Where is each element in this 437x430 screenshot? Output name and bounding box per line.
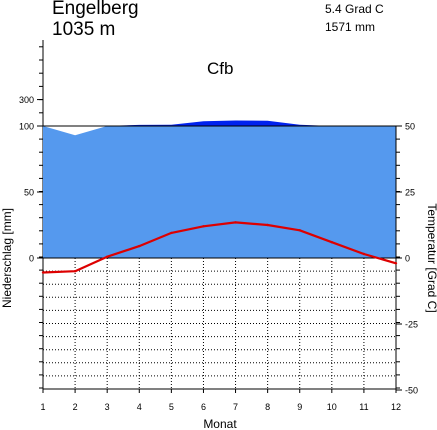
station-name: Engelberg [52,0,139,19]
temperature-line [42,221,397,274]
left-tick-label: 0 [29,254,34,264]
left-tick-label: 300 [19,95,34,105]
temperature-point [170,231,173,235]
precipitation-humid-area [43,126,396,258]
precipitation-layer [43,120,396,258]
left-tick-label: 50 [24,188,34,198]
right-tick-label: 0 [405,254,410,264]
precipitation-perhumid-area [43,120,396,126]
grid-layer [43,258,396,389]
left-tick-label: 100 [19,122,34,132]
x-tick-label: 2 [73,402,78,412]
x-tick-label: 1 [40,402,45,412]
temperature-point [41,271,45,274]
x-axis-label: Monat [203,417,237,430]
temperature-point [234,221,237,224]
x-tick-label: 9 [297,402,302,412]
right-tick-label: -50 [405,386,418,396]
x-tick-label: 3 [105,402,110,412]
temperature-point [298,229,301,232]
y-axis-label-right: Temperatur [Grad C] [425,203,437,312]
temperature-point [138,244,141,248]
x-tick-label: 10 [327,402,337,412]
x-tick-label: 4 [137,402,142,412]
station-elevation: 1035 m [52,19,116,40]
temperature-point [330,241,333,244]
right-tick-label: 50 [405,122,415,132]
x-tick-label: 12 [391,402,401,412]
x-tick-label: 6 [201,402,206,412]
temperature-point [362,252,366,256]
x-tick-label: 8 [265,402,270,412]
temperature-point [73,270,77,273]
annual-precipitation: 1571 mm [325,20,376,34]
mean-temperature: 5.4 Grad C [325,2,384,16]
right-tick-label: 25 [405,188,415,198]
temperature-point [202,225,205,228]
temperature-point [266,223,269,227]
temperature-layer [41,221,398,274]
temperature-point [394,262,398,265]
climate-classification: Cfb [207,59,234,78]
precipitation-deficit-area [43,126,396,136]
x-tick-label: 11 [359,402,368,412]
x-tick-label: 7 [233,402,238,412]
temperature-point [106,255,109,258]
y-axis-label-left: Niederschlag [mm] [0,208,14,308]
right-tick-label: -25 [405,320,418,330]
x-tick-label: 5 [169,402,174,412]
